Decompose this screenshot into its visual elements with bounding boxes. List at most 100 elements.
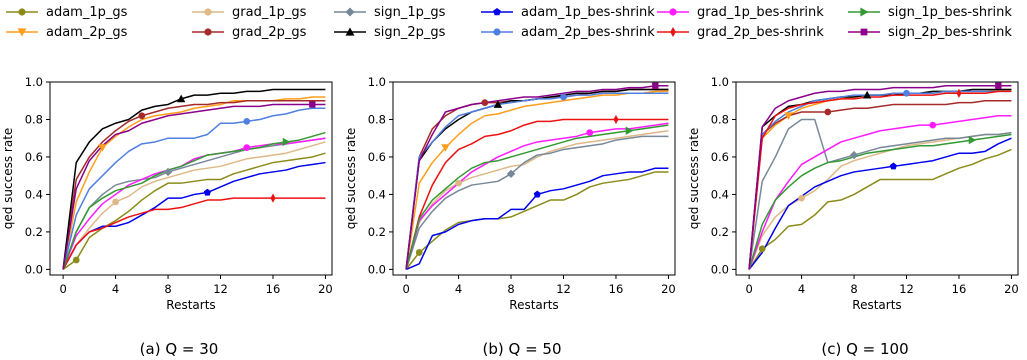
- legend-swatch: [657, 27, 689, 37]
- plot-frame: [392, 81, 676, 276]
- series-line-adam_1p_gs: [405, 171, 669, 270]
- x-tick-label: 16: [609, 282, 624, 296]
- series-line-grad_2p_bes-shrink: [62, 197, 326, 270]
- series-marker-sign_1p_gs: [506, 169, 516, 179]
- x-tick-label: 0: [59, 282, 66, 296]
- y-axis-label: qed success rate: [687, 128, 701, 230]
- series-marker-adam_2p_bes-shrink: [903, 89, 910, 97]
- y-tick-label: 0.6: [711, 150, 729, 164]
- legend-swatch: [6, 28, 38, 37]
- legend-swatch: [481, 7, 513, 16]
- legend-label: sign_2p_gs: [374, 24, 446, 40]
- series-marker-adam_1p_bes-shrink: [889, 162, 897, 170]
- legend-entry: sign_2p_bes-shrink: [846, 22, 1012, 42]
- legend-entry: grad_2p_bes-shrink: [655, 22, 824, 42]
- legend-label: adam_2p_gs: [46, 24, 128, 40]
- series-line-adam_2p_bes-shrink: [62, 107, 326, 270]
- series-marker-adam_1p_bes-shrink: [203, 188, 211, 196]
- series-line-grad_1p_bes-shrink: [405, 122, 669, 270]
- x-tick-label: 0: [745, 282, 752, 296]
- series-marker-sign_1p_gs: [163, 167, 173, 177]
- series-line-grad_1p_bes-shrink: [62, 137, 326, 270]
- legend-entry: sign_2p_gs: [332, 22, 445, 42]
- series-marker-sign_1p_bes-shrink: [282, 137, 291, 147]
- legend-marker: [493, 7, 501, 16]
- legend-entry: adam_1p_bes-shrink: [479, 2, 655, 22]
- series-marker-grad_1p_gs: [455, 179, 462, 187]
- y-tick-label: 0.0: [368, 262, 386, 276]
- legend-marker: [345, 7, 355, 17]
- series-marker-adam_2p_gs: [784, 112, 793, 120]
- series-line-adam_1p_gs: [748, 148, 1012, 270]
- series-marker-sign_2p_gs: [862, 90, 872, 99]
- plot-frame: [49, 81, 333, 276]
- legend-swatch: [192, 28, 224, 36]
- series-marker-sign_1p_bes-shrink: [625, 126, 634, 135]
- series-line-adam_2p_bes-shrink: [405, 92, 669, 270]
- legend-label: grad_2p_bes-shrink: [697, 24, 824, 40]
- x-tick-label: 12: [213, 282, 228, 296]
- series-marker-adam_2p_bes-shrink: [560, 93, 567, 101]
- plot-frame: [735, 81, 1019, 276]
- x-tick-label: 8: [164, 282, 171, 296]
- series-marker-grad_2p_bes-shrink: [613, 114, 619, 125]
- legend-marker: [204, 28, 212, 36]
- series-marker-adam_2p_bes-shrink: [243, 117, 251, 125]
- panel-caption: (b) Q = 50: [483, 340, 562, 358]
- series-line-adam_1p_bes-shrink: [748, 137, 1012, 270]
- series-line-sign_2p_bes-shrink: [62, 103, 326, 270]
- y-tick-label: 0.0: [711, 262, 729, 276]
- legend-label: adam_1p_bes-shrink: [521, 4, 655, 20]
- legend-label: adam_2p_bes-shrink: [521, 24, 655, 40]
- series-line-adam_1p_bes-shrink: [62, 161, 326, 270]
- y-tick-label: 0.8: [25, 112, 43, 126]
- series-line-grad_2p_bes-shrink: [748, 90, 1012, 270]
- series-marker-adam_1p_gs: [72, 256, 80, 264]
- legend-swatch: [192, 8, 224, 16]
- y-axis-label: qed success rate: [344, 128, 358, 230]
- x-tick-label: 20: [661, 282, 676, 296]
- series-marker-sign_1p_bes-shrink: [968, 135, 977, 145]
- series-marker-adam_2p_gs: [98, 144, 107, 152]
- series-marker-adam_1p_gs: [758, 245, 766, 253]
- legend-marker: [18, 8, 26, 16]
- series-marker-grad_2p_gs: [138, 112, 146, 120]
- series-marker-grad_1p_gs: [112, 198, 119, 206]
- y-tick-label: 0.2: [25, 225, 43, 239]
- y-tick-label: 0.2: [711, 225, 729, 239]
- y-tick-label: 0.4: [25, 187, 43, 201]
- y-tick-label: 1.0: [25, 75, 43, 89]
- legend-label: sign_1p_gs: [374, 4, 446, 20]
- series-line-sign_2p_bes-shrink: [748, 85, 1012, 270]
- legend-entry: sign_1p_gs: [332, 2, 445, 22]
- series-line-sign_1p_gs: [748, 118, 1012, 270]
- legend-swatch: [848, 7, 880, 17]
- series-line-adam_1p_bes-shrink: [405, 167, 669, 271]
- legend-entry: sign_1p_bes-shrink: [846, 2, 1012, 22]
- series-line-sign_1p_bes-shrink: [405, 124, 669, 270]
- legend-marker: [493, 28, 501, 36]
- x-tick-label: 12: [556, 282, 571, 296]
- y-tick-label: 0.4: [368, 187, 386, 201]
- series-line-grad_2p_gs: [748, 99, 1012, 270]
- x-tick-label: 8: [850, 282, 857, 296]
- series-marker-grad_1p_bes-shrink: [929, 121, 937, 129]
- legend-marker: [345, 27, 355, 36]
- series-marker-sign_2p_bes-shrink: [995, 82, 1002, 89]
- series-marker-adam_2p_gs: [441, 144, 450, 152]
- legend-swatch: [6, 8, 38, 16]
- panel-caption: (a) Q = 30: [140, 340, 219, 358]
- panel-caption: (c) Q = 100: [821, 340, 908, 358]
- legend-marker: [204, 8, 212, 16]
- series-line-adam_2p_gs: [62, 96, 326, 270]
- series-marker-sign_2p_gs: [493, 100, 503, 108]
- x-tick-label: 20: [318, 282, 333, 296]
- series-marker-grad_1p_bes-shrink: [243, 144, 251, 151]
- y-tick-label: 0.6: [25, 150, 43, 164]
- series-marker-adam_1p_gs: [415, 249, 423, 256]
- series-line-sign_2p_bes-shrink: [405, 85, 669, 270]
- chart-panel-a: 0.0 0.2 0.4 0.6 0.8 1.0 0 4 8 12 16 20 Restarts qed s…: [0, 60, 336, 360]
- x-tick-label: 4: [798, 282, 805, 296]
- series-marker-sign_2p_gs: [176, 94, 186, 103]
- y-tick-label: 0.0: [25, 262, 43, 276]
